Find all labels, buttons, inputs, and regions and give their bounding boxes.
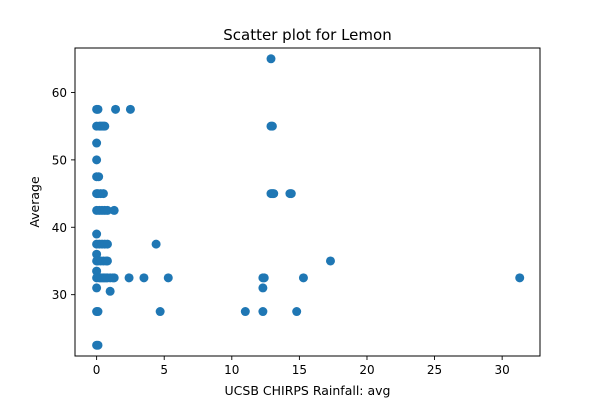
data-point [286,189,296,199]
data-point [94,172,104,182]
x-tick-label: 30 [495,363,510,377]
data-point [109,205,119,215]
data-point [515,273,525,283]
data-point [111,104,121,114]
data-point [92,155,102,165]
data-point [98,189,108,199]
data-point [92,283,102,293]
y-axis-label: Average [27,176,42,228]
data-point [267,121,277,131]
plot-area-frame [74,47,541,357]
data-point [139,273,149,283]
data-point [258,307,268,317]
data-points-group [92,54,525,350]
x-tick-label: 0 [93,363,101,377]
data-point [102,256,112,266]
data-point [151,239,161,249]
data-point [125,104,135,114]
x-tick-label: 15 [292,363,307,377]
data-point [92,229,102,239]
y-tick-label: 50 [52,153,67,167]
x-tick-label: 20 [359,363,374,377]
data-point [92,266,102,276]
y-tick-label: 40 [52,221,67,235]
data-point [269,189,279,199]
data-point [124,273,134,283]
data-point [292,307,302,317]
chart-title: Scatter plot for Lemon [223,26,391,44]
data-point [109,273,119,283]
data-point [102,205,112,215]
data-point [325,256,335,266]
x-tick-label: 5 [160,363,168,377]
y-tick-label: 60 [52,86,67,100]
data-point [298,273,308,283]
data-point [92,138,102,148]
data-point [266,54,276,64]
x-tick-label: 25 [427,363,442,377]
data-point [102,239,112,249]
data-point [105,286,115,296]
y-axis-ticks: 30 40 50 60 [52,86,75,302]
data-point [259,273,269,283]
data-point [258,283,268,293]
data-point [100,121,110,131]
data-point [92,249,102,259]
data-point [163,273,173,283]
data-point [240,307,250,317]
y-tick-label: 30 [52,288,67,302]
data-point [93,104,103,114]
x-tick-label: 10 [224,363,239,377]
x-axis-label: UCSB CHIRPS Rainfall: avg [225,383,391,398]
data-point [155,307,165,317]
data-point [93,307,103,317]
x-axis-ticks: 0 5 10 15 20 25 30 [93,356,510,377]
data-point [93,340,103,350]
